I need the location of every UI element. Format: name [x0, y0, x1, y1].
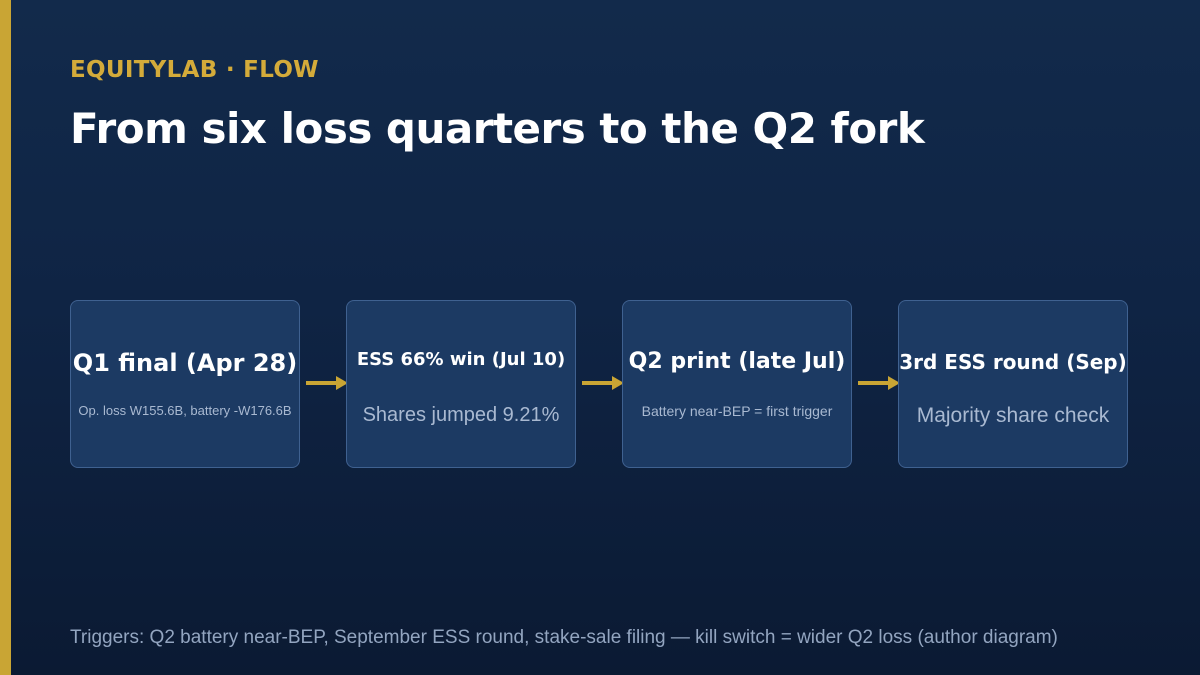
flow-diagram: Q1 final (Apr 28) Op. loss W155.6B, batt…: [70, 300, 1131, 470]
flow-node-q2-print: Q2 print (late Jul) Battery near-BEP = f…: [622, 300, 852, 468]
flow-node-ess-win: ESS 66% win (Jul 10) Shares jumped 9.21%: [346, 300, 576, 468]
accent-bar: [0, 0, 11, 675]
arrow-right-icon: [582, 376, 624, 390]
flow-node-q1-final: Q1 final (Apr 28) Op. loss W155.6B, batt…: [70, 300, 300, 468]
node-title: Q1 final (Apr 28): [72, 349, 298, 377]
flow-node-third-ess: 3rd ESS round (Sep) Majority share check: [898, 300, 1128, 468]
node-subtitle: Battery near-BEP = first trigger: [641, 403, 833, 419]
footnote: Triggers: Q2 battery near-BEP, September…: [70, 627, 1058, 648]
arrow-right-icon: [858, 376, 900, 390]
node-subtitle: Op. loss W155.6B, battery -W176.6B: [78, 403, 292, 418]
node-subtitle: Shares jumped 9.21%: [362, 404, 560, 426]
eyebrow-label: EQUITYLAB · FLOW: [70, 57, 319, 83]
node-title: ESS 66% win (Jul 10): [356, 349, 566, 370]
node-title: 3rd ESS round (Sep): [899, 350, 1127, 374]
node-subtitle: Majority share check: [916, 404, 1110, 427]
page-title: From six loss quarters to the Q2 fork: [70, 104, 925, 153]
arrow-right-icon: [306, 376, 348, 390]
node-title: Q2 print (late Jul): [628, 349, 846, 374]
